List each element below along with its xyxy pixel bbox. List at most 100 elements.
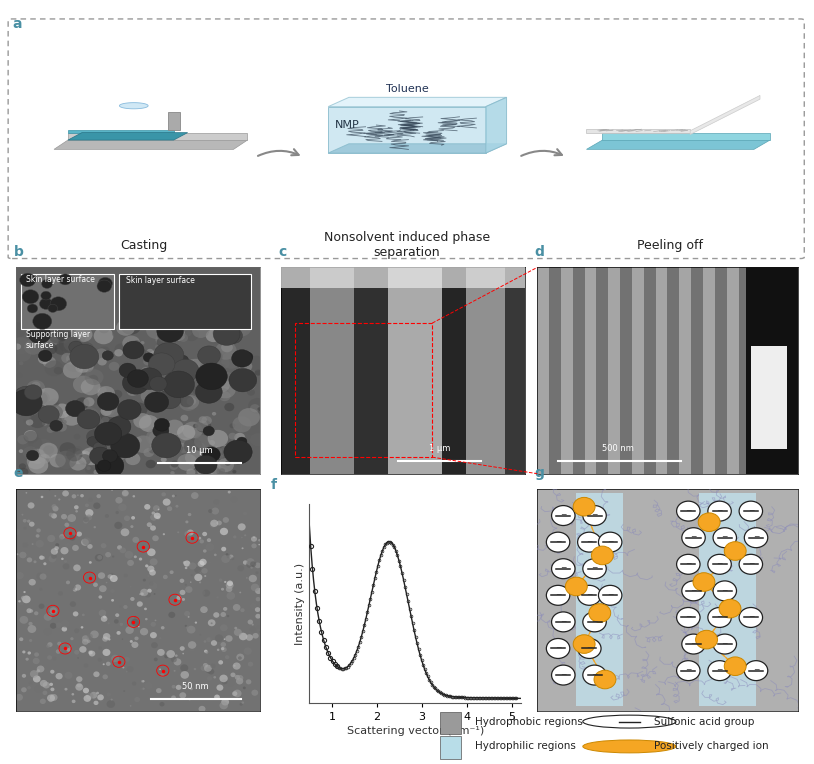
- Circle shape: [195, 574, 203, 581]
- Bar: [295, 323, 432, 457]
- Circle shape: [28, 579, 36, 585]
- Text: 10 μm: 10 μm: [186, 446, 212, 455]
- Circle shape: [50, 454, 66, 468]
- Circle shape: [125, 626, 133, 634]
- Circle shape: [185, 567, 187, 569]
- Circle shape: [36, 534, 40, 538]
- Circle shape: [199, 458, 221, 477]
- Circle shape: [97, 280, 112, 293]
- Circle shape: [250, 603, 256, 609]
- Circle shape: [88, 498, 93, 502]
- Circle shape: [55, 328, 71, 341]
- Circle shape: [207, 676, 212, 681]
- Circle shape: [158, 509, 160, 510]
- Circle shape: [199, 340, 203, 343]
- Text: −: −: [716, 506, 723, 515]
- Circle shape: [22, 542, 28, 548]
- Circle shape: [160, 457, 167, 462]
- Circle shape: [244, 534, 247, 536]
- Circle shape: [125, 657, 130, 662]
- Circle shape: [95, 348, 107, 358]
- Circle shape: [85, 369, 103, 385]
- Circle shape: [103, 450, 117, 462]
- Circle shape: [583, 665, 606, 685]
- Circle shape: [227, 555, 230, 558]
- Text: f: f: [271, 478, 278, 492]
- Circle shape: [124, 574, 128, 578]
- Circle shape: [87, 544, 93, 549]
- Bar: [751, 267, 762, 474]
- Circle shape: [78, 364, 89, 373]
- Circle shape: [203, 663, 208, 668]
- Circle shape: [138, 350, 142, 354]
- Text: −: −: [591, 510, 597, 520]
- Circle shape: [217, 458, 234, 472]
- Circle shape: [552, 558, 575, 578]
- Circle shape: [240, 608, 245, 612]
- Circle shape: [243, 648, 252, 655]
- Circle shape: [208, 620, 216, 626]
- Circle shape: [239, 591, 241, 594]
- Circle shape: [69, 535, 76, 541]
- Circle shape: [149, 582, 157, 590]
- Circle shape: [210, 523, 216, 528]
- Circle shape: [183, 561, 190, 567]
- Circle shape: [552, 665, 575, 685]
- Text: −: −: [716, 665, 723, 675]
- Circle shape: [19, 361, 24, 365]
- Circle shape: [77, 657, 79, 659]
- Circle shape: [198, 561, 204, 567]
- Text: Hydrophilic regions: Hydrophilic regions: [475, 741, 576, 752]
- Circle shape: [744, 528, 768, 548]
- Circle shape: [198, 590, 205, 596]
- Circle shape: [103, 633, 111, 639]
- Circle shape: [103, 675, 108, 679]
- Circle shape: [238, 523, 246, 530]
- Circle shape: [82, 639, 89, 645]
- Circle shape: [133, 372, 142, 380]
- Circle shape: [50, 683, 53, 686]
- Circle shape: [156, 688, 162, 693]
- Circle shape: [186, 468, 195, 476]
- Circle shape: [140, 592, 144, 596]
- Circle shape: [66, 448, 82, 461]
- Circle shape: [552, 506, 575, 526]
- Circle shape: [39, 442, 58, 458]
- Circle shape: [229, 555, 234, 558]
- Bar: [505, 267, 525, 474]
- Circle shape: [80, 494, 84, 497]
- Circle shape: [37, 665, 45, 672]
- Circle shape: [151, 383, 158, 390]
- Circle shape: [161, 626, 164, 630]
- Circle shape: [118, 503, 127, 511]
- Circle shape: [120, 317, 141, 335]
- Circle shape: [233, 416, 252, 432]
- Circle shape: [143, 448, 154, 457]
- Circle shape: [97, 555, 103, 560]
- Circle shape: [156, 351, 171, 364]
- Circle shape: [242, 352, 253, 361]
- Circle shape: [26, 608, 32, 613]
- Circle shape: [196, 363, 227, 390]
- Circle shape: [78, 454, 91, 465]
- Circle shape: [225, 586, 233, 592]
- Circle shape: [94, 357, 99, 361]
- Circle shape: [59, 536, 63, 540]
- Circle shape: [546, 639, 570, 659]
- Circle shape: [103, 616, 107, 619]
- Circle shape: [61, 514, 67, 520]
- Circle shape: [208, 509, 212, 513]
- Circle shape: [180, 443, 185, 447]
- Text: −: −: [591, 564, 597, 572]
- Circle shape: [139, 415, 159, 432]
- Circle shape: [97, 494, 101, 498]
- Circle shape: [676, 555, 700, 575]
- Circle shape: [185, 625, 187, 627]
- Circle shape: [149, 429, 170, 448]
- Circle shape: [138, 626, 140, 627]
- Circle shape: [180, 590, 186, 595]
- Circle shape: [112, 452, 118, 457]
- Circle shape: [38, 350, 52, 361]
- Circle shape: [190, 646, 195, 652]
- Text: Skin layer surface: Skin layer surface: [126, 276, 195, 285]
